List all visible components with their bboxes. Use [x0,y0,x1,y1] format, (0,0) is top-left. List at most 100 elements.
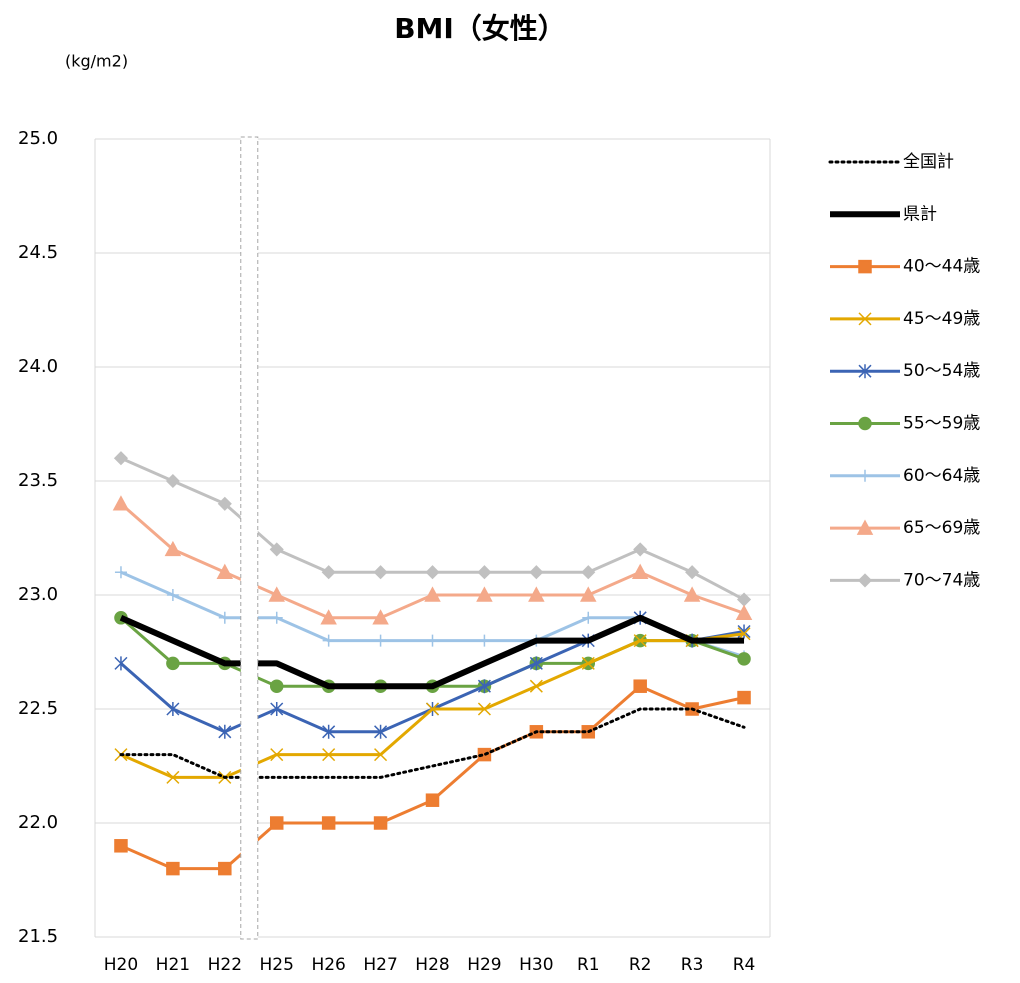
marker [581,656,595,670]
marker [322,634,335,647]
marker [374,634,387,647]
axis-break [240,136,259,940]
legend-label: 40～44歳 [903,257,980,277]
marker [166,861,180,876]
legend-label: 県計 [903,204,937,224]
marker [858,259,872,274]
legend-label: 全国計 [903,152,954,172]
marker [114,566,127,579]
marker [270,611,283,624]
marker [320,609,337,625]
marker [859,469,871,482]
marker [631,563,649,579]
marker [164,540,182,557]
y-tick-label: 24.5 [18,242,58,263]
marker [321,816,336,830]
marker [477,702,491,716]
marker [372,609,389,625]
x-tick-label: H22 [208,955,242,975]
x-tick-label: H27 [363,955,397,975]
marker [856,519,874,535]
marker [858,312,872,326]
legend-label: 55～59歳 [903,414,980,434]
marker [529,565,544,580]
marker [737,690,751,705]
marker [633,542,648,557]
marker [218,611,231,624]
marker [218,724,232,739]
marker [426,634,439,647]
marker [112,495,130,511]
x-tick-label: H29 [467,955,501,975]
marker [633,679,647,693]
legend-label: 65～69歳 [903,518,980,538]
marker [165,473,180,489]
legend-label: 50～54歳 [903,361,980,381]
marker [529,656,543,671]
marker [425,793,440,807]
marker [166,702,180,716]
x-tick-label: H26 [311,955,345,975]
marker [270,702,284,716]
marker [528,586,545,602]
marker [857,573,873,588]
x-tick-label: H28 [415,955,449,975]
marker [685,565,700,580]
marker [580,586,597,602]
marker [114,839,128,853]
series-line [119,616,745,688]
marker [477,565,492,580]
marker [424,586,441,602]
y-tick-label: 22.5 [18,698,58,719]
marker [166,656,180,671]
marker [374,748,388,762]
marker [322,748,336,762]
marker [217,496,232,511]
x-tick-label: R1 [577,955,600,975]
x-tick-label: H21 [156,955,190,975]
y-tick-label: 23.5 [18,470,58,491]
x-tick-label: R4 [733,955,756,975]
y-tick-label: 23.0 [18,584,58,605]
series-line [119,707,746,779]
y-tick-label: 21.5 [18,926,58,947]
marker [735,604,753,620]
marker [425,565,440,580]
marker [218,861,232,876]
marker [269,542,284,557]
chart-title: BMI（女性） [394,12,566,45]
series-line [119,614,745,690]
y-tick-label: 24.0 [18,356,58,377]
x-tick-label: H25 [260,955,294,975]
marker [582,611,595,624]
marker [633,634,647,648]
marker [425,702,440,716]
legend-label: 60～64歳 [903,466,980,486]
marker [373,565,388,580]
marker [321,565,336,580]
marker [268,586,285,602]
y-axis-label: (kg/m2) [65,52,128,71]
marker [858,416,872,431]
y-tick-label: 22.0 [18,812,58,833]
x-tick-label: R2 [629,955,652,975]
marker [737,652,751,666]
marker [216,563,234,579]
marker [113,451,129,466]
marker [373,816,388,830]
marker [166,589,179,601]
x-tick-label: R3 [681,955,704,975]
marker [477,679,491,694]
y-tick-label: 25.0 [18,128,58,149]
marker [858,364,872,379]
marker [581,565,596,580]
marker [478,634,491,647]
marker [270,748,284,762]
x-tick-label: H20 [104,955,138,975]
marker [269,679,284,693]
marker [476,586,493,602]
marker [529,679,543,693]
marker [322,724,336,739]
marker [166,770,180,784]
